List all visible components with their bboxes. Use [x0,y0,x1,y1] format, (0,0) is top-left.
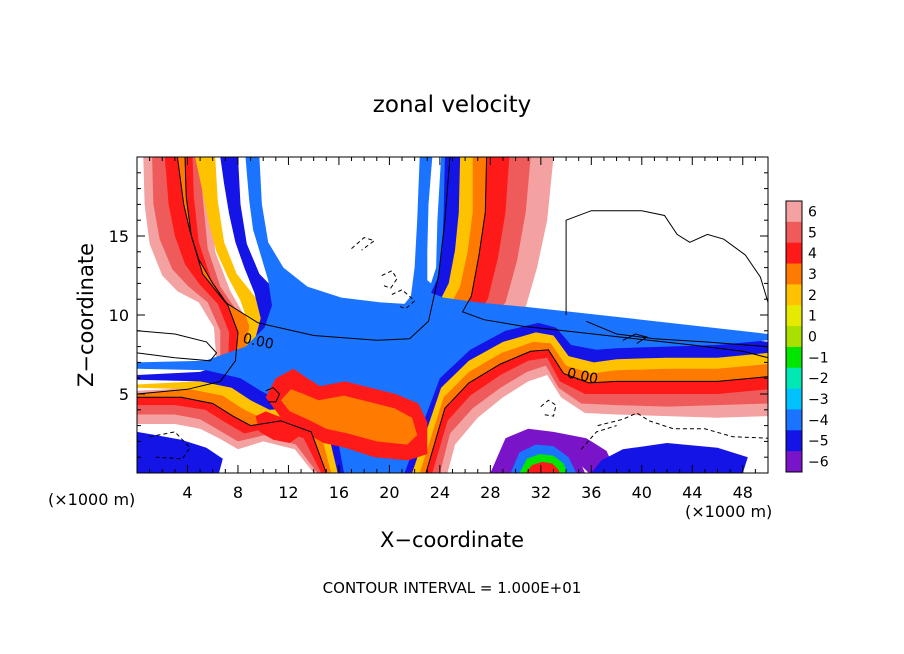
colorbar-swatch [786,430,802,452]
x-tick-label: 24 [430,483,450,502]
contour-line-12 [149,431,191,460]
colorbar: 6 5 4 3 2 1 0 −1 −2 −3 −4 −5 −6 [785,200,829,473]
x-unit-left: (×1000 m) [48,490,135,509]
contour-labels: 0.00 0.00 [241,331,599,388]
x-unit-right: (×1000 m) [685,502,772,521]
colorbar-label: 6 [808,204,817,220]
colorbar-label: −5 [808,434,829,450]
colorbar-label: 3 [808,267,817,283]
colorbar-swatch [786,326,802,348]
contour-line-10 [597,412,768,439]
x-tick-label: 48 [733,483,753,502]
x-tick-label: 12 [278,483,298,502]
colorbar-swatch [786,451,802,473]
contour-band-10 [427,157,442,284]
contour-line-2 [137,330,218,362]
colorbar-swatch [786,346,802,369]
contour-interval-footer: CONTOUR INTERVAL = 1.000E+01 [323,579,582,597]
colorbar-swatch [786,263,802,285]
x-tick-label: 28 [480,483,500,502]
x-axis-label: X−coordinate [380,528,524,552]
colorbar-label: −4 [808,413,829,429]
y-tick-label: 15 [109,227,129,246]
colorbar-label: −3 [808,392,829,408]
colorbar-swatch [786,284,802,306]
contour-line-4 [622,333,649,344]
contour-label-2: 0.00 [566,366,600,388]
contour-band-9 [269,157,397,290]
x-tick-label: 4 [182,483,192,502]
contour-line-5 [265,387,281,403]
colorbar-swatch [786,201,802,223]
colorbar-swatch [786,367,802,390]
colorbar-swatch [786,388,802,410]
contour-band-19 [591,443,748,473]
contour-band-13 [255,411,299,443]
colorbar-label: −6 [808,455,829,471]
colorbar-label: 5 [808,225,817,241]
colorbar-swatch [786,409,802,431]
contour-line-7 [381,270,398,289]
contour-lines [137,157,768,473]
contour-line-8 [391,289,416,310]
colorbar-label: 1 [808,309,817,325]
contour-line-11 [580,425,617,450]
colorbar-label: −2 [808,371,829,387]
colorbar-frame [785,200,803,473]
y-axis: 5 10 15 [109,172,768,458]
colorbar-label: −1 [808,350,829,366]
y-tick-label: 5 [119,385,129,404]
contour-line-6 [351,237,376,251]
y-tick-label: 10 [109,306,129,325]
x-tick-label: 40 [632,483,652,502]
x-tick-label: 16 [329,483,349,502]
colorbar-swatch [786,242,802,265]
colorbar-swatch [786,221,802,244]
y-axis-label: Z−coordinate [74,243,98,387]
x-tick-label: 8 [233,483,243,502]
x-tick-label: 36 [581,483,601,502]
x-tick-label: 32 [531,483,551,502]
contour-band-17 [525,461,560,473]
x-tick-label: 20 [379,483,399,502]
contour-band-12 [280,389,418,445]
contour-line-1 [137,157,768,473]
chart-title: zonal velocity [373,92,531,118]
x-axis: 4 8 12 16 20 24 28 32 36 40 44 48 [149,157,756,502]
contour-band-18 [137,431,223,473]
colorbar-label: 0 [808,330,817,346]
colorbar-label: 4 [808,246,817,262]
colorbar-label: 2 [808,288,817,304]
x-tick-label: 44 [682,483,702,502]
colorbar-swatch [786,305,802,327]
filled-contours [137,157,768,473]
contour-line-3 [565,210,768,348]
contour-label-1: 0.00 [241,331,275,353]
